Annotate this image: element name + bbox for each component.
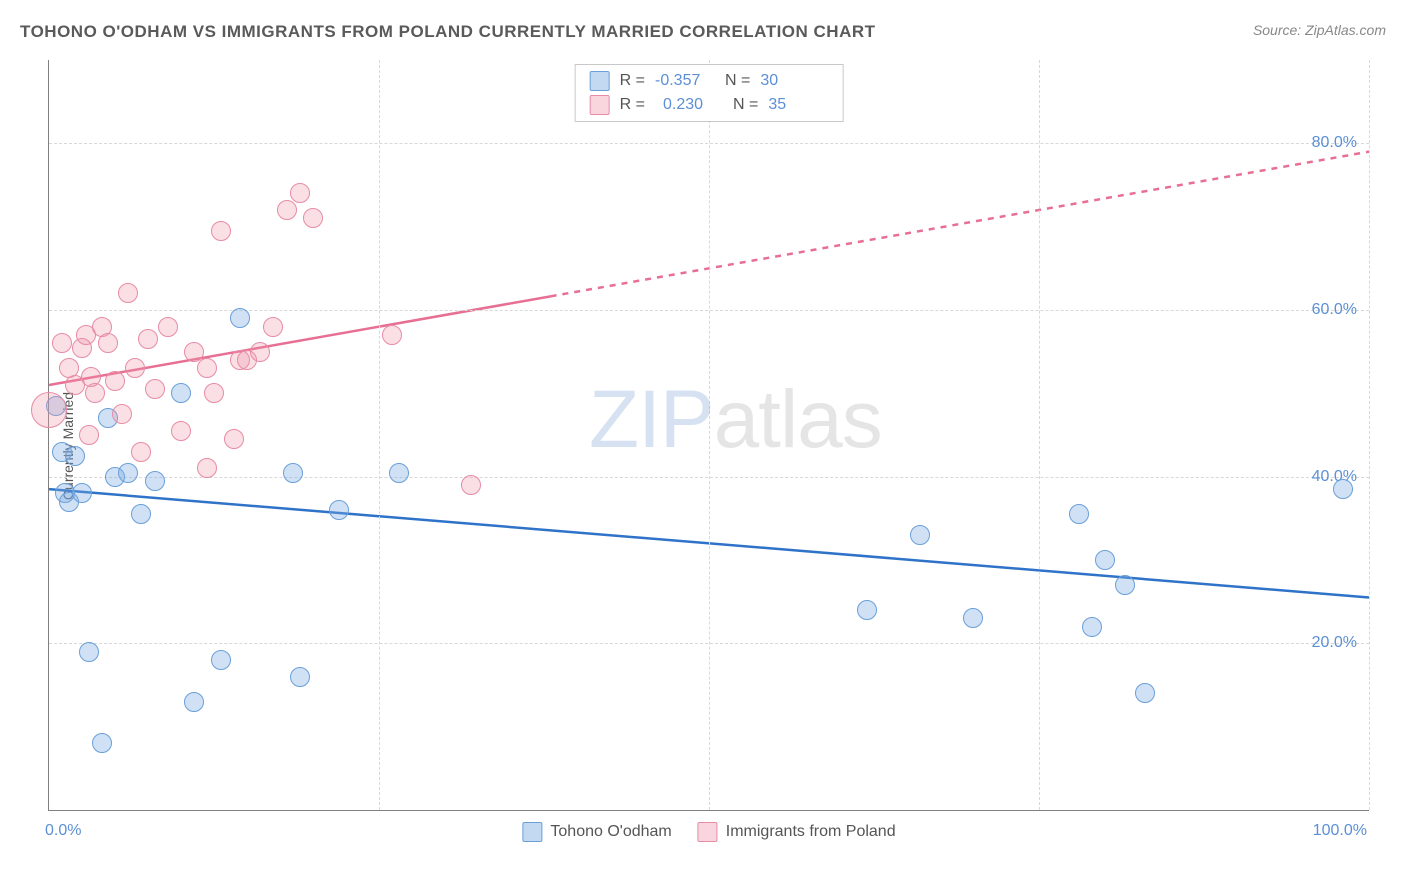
data-point-poland [125, 358, 145, 378]
data-point-poland [250, 342, 270, 362]
data-point-poland [204, 383, 224, 403]
data-point-poland [184, 342, 204, 362]
data-point-tohono [92, 733, 112, 753]
data-point-tohono [1135, 683, 1155, 703]
legend-N-label: N = [733, 96, 758, 114]
data-point-tohono [1069, 504, 1089, 524]
data-point-poland [211, 221, 231, 241]
watermark-brand-b: atlas [714, 374, 882, 465]
data-point-tohono [329, 500, 349, 520]
data-point-poland [461, 475, 481, 495]
data-point-poland [158, 317, 178, 337]
legend-N-label: N = [725, 72, 750, 90]
data-point-poland [105, 371, 125, 391]
data-point-tohono [72, 483, 92, 503]
legend-label-tohono: Tohono O'odham [550, 823, 671, 841]
data-point-poland [31, 392, 67, 428]
data-point-poland [197, 458, 217, 478]
data-point-tohono [145, 471, 165, 491]
data-point-tohono [1095, 550, 1115, 570]
data-point-tohono [118, 463, 138, 483]
data-point-poland [118, 283, 138, 303]
legend-row-tohono: R = -0.357 N = 30 [576, 69, 843, 93]
data-point-poland [277, 200, 297, 220]
legend-N-value-poland: 35 [768, 96, 828, 114]
data-point-poland [171, 421, 191, 441]
data-point-poland [79, 425, 99, 445]
legend-R-label: R = [620, 72, 645, 90]
data-point-tohono [211, 650, 231, 670]
data-point-tohono [389, 463, 409, 483]
data-point-poland [98, 333, 118, 353]
legend-R-value-tohono: -0.357 [655, 72, 715, 90]
y-tick-label: 20.0% [1312, 634, 1357, 652]
source-prefix: Source: [1253, 22, 1305, 38]
watermark: ZIPatlas [589, 373, 882, 467]
data-point-tohono [171, 383, 191, 403]
gridline-v [379, 60, 380, 810]
legend-item-poland: Immigrants from Poland [698, 822, 896, 842]
data-point-tohono [857, 600, 877, 620]
data-point-poland [138, 329, 158, 349]
data-point-tohono [283, 463, 303, 483]
data-point-poland [197, 358, 217, 378]
data-point-tohono [963, 608, 983, 628]
swatch-blue-icon [522, 822, 542, 842]
data-point-tohono [910, 525, 930, 545]
data-point-poland [263, 317, 283, 337]
legend-label-poland: Immigrants from Poland [726, 823, 896, 841]
source-attribution: Source: ZipAtlas.com [1253, 22, 1386, 38]
legend-R-value-poland: 0.230 [655, 96, 723, 114]
x-tick-label: 0.0% [45, 822, 81, 840]
series-legend: Tohono O'odham Immigrants from Poland [522, 822, 895, 842]
data-point-poland [224, 429, 244, 449]
watermark-brand-a: ZIP [589, 374, 714, 465]
data-point-tohono [184, 692, 204, 712]
source-name: ZipAtlas.com [1305, 22, 1386, 38]
data-point-tohono [65, 446, 85, 466]
chart-header: TOHONO O'ODHAM VS IMMIGRANTS FROM POLAND… [20, 22, 1386, 52]
data-point-poland [303, 208, 323, 228]
swatch-pink-icon [590, 95, 610, 115]
data-point-tohono [230, 308, 250, 328]
data-point-tohono [1333, 479, 1353, 499]
data-point-poland [131, 442, 151, 462]
gridline-v [1369, 60, 1370, 810]
data-point-tohono [1115, 575, 1135, 595]
gridline-v [1039, 60, 1040, 810]
trend-line [551, 152, 1369, 297]
scatter-plot-area: ZIPatlas R = -0.357 N = 30 R = 0.230 N =… [48, 60, 1369, 811]
legend-row-poland: R = 0.230 N = 35 [576, 93, 843, 117]
data-point-poland [112, 404, 132, 424]
gridline-v [709, 60, 710, 810]
data-point-tohono [131, 504, 151, 524]
legend-N-value-tohono: 30 [760, 72, 820, 90]
y-tick-label: 80.0% [1312, 134, 1357, 152]
legend-R-label: R = [620, 96, 645, 114]
chart-title: TOHONO O'ODHAM VS IMMIGRANTS FROM POLAND… [20, 22, 876, 41]
data-point-poland [85, 383, 105, 403]
y-tick-label: 60.0% [1312, 301, 1357, 319]
legend-item-tohono: Tohono O'odham [522, 822, 671, 842]
data-point-poland [145, 379, 165, 399]
swatch-pink-icon [698, 822, 718, 842]
data-point-tohono [1082, 617, 1102, 637]
x-tick-label: 100.0% [1313, 822, 1367, 840]
data-point-tohono [79, 642, 99, 662]
data-point-poland [382, 325, 402, 345]
data-point-poland [290, 183, 310, 203]
swatch-blue-icon [590, 71, 610, 91]
correlation-legend: R = -0.357 N = 30 R = 0.230 N = 35 [575, 64, 844, 122]
data-point-poland [52, 333, 72, 353]
data-point-tohono [290, 667, 310, 687]
